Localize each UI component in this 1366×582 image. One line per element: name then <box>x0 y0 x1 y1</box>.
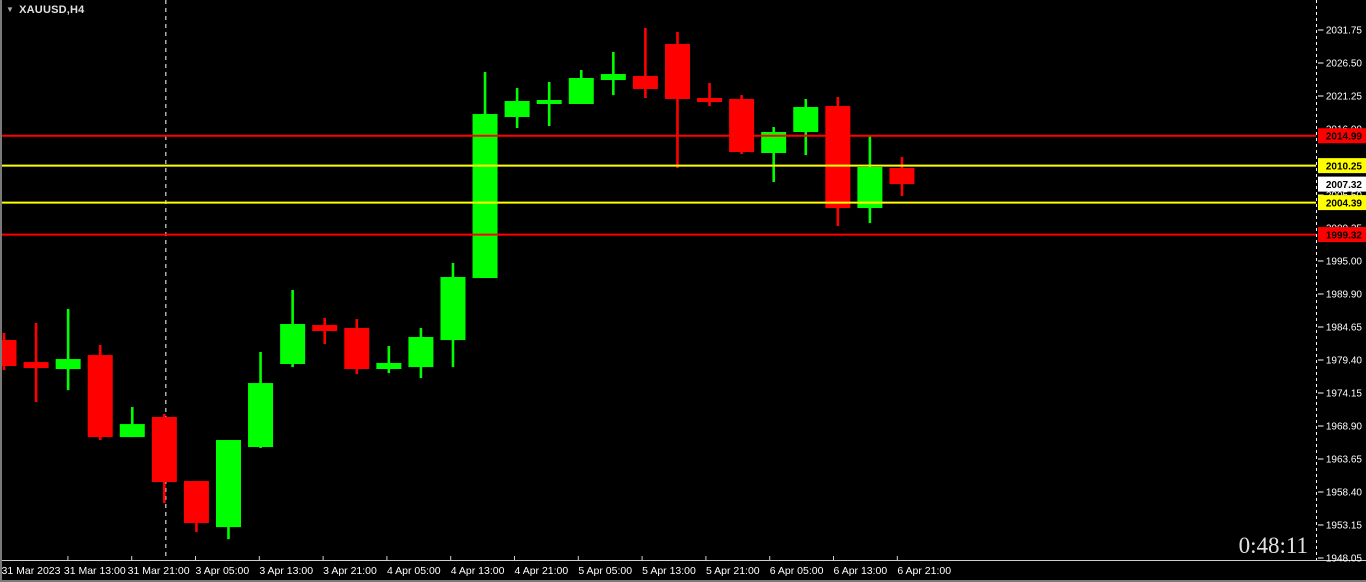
time-axis-label: 31 Mar 21:00 <box>128 565 190 577</box>
symbol-text: XAUUSD,H4 <box>19 4 85 16</box>
price-tick-label: 1974.15 <box>1326 389 1363 400</box>
time-axis-label: 5 Apr 21:00 <box>706 565 760 577</box>
price-tick-label: 2031.75 <box>1326 26 1363 37</box>
candle-body-up <box>857 167 883 209</box>
candle-body-up <box>55 359 81 370</box>
price-tick-label: 2021.25 <box>1326 92 1363 103</box>
price-tick-label: 1989.90 <box>1326 290 1363 301</box>
candle-body-up <box>504 101 530 117</box>
candle-body-down <box>632 75 658 89</box>
price-tick-label: 1984.65 <box>1326 323 1363 334</box>
candle-body-up <box>215 440 241 528</box>
candle-body-up <box>376 363 402 370</box>
price-badge-2010.25 <box>1318 158 1366 174</box>
candle-body-down <box>151 417 177 483</box>
time-axis-label: 31 Mar 2023 <box>2 565 61 577</box>
price-badge-2007.32 <box>1318 176 1366 192</box>
candle-body-up <box>440 277 466 341</box>
price-tick-label: 1995.00 <box>1326 257 1363 268</box>
price-tick-label: 1979.40 <box>1326 356 1363 367</box>
price-tick-label: 1968.90 <box>1326 422 1363 433</box>
time-axis-label: 3 Apr 05:00 <box>196 565 250 577</box>
candle-body-up <box>280 324 306 365</box>
candle-body-up <box>761 132 787 154</box>
time-axis-label: 5 Apr 05:00 <box>578 565 632 577</box>
candle-body-up <box>568 78 594 104</box>
candle-body-down <box>729 99 755 153</box>
price-badge-2004.39 <box>1318 195 1366 211</box>
candle-body-down <box>697 98 723 103</box>
time-axis-label: 4 Apr 13:00 <box>451 565 505 577</box>
price-tick-label: 1963.65 <box>1326 455 1363 466</box>
symbol-timeframe-label[interactable]: ▼ XAUUSD,H4 <box>6 4 85 16</box>
time-axis-label: 6 Apr 21:00 <box>897 565 951 577</box>
price-tick-label: 1948.05 <box>1326 554 1363 565</box>
candle-body-up <box>600 74 626 81</box>
candle-body-down <box>0 339 17 367</box>
time-axis-label: 5 Apr 13:00 <box>642 565 696 577</box>
window-left-border <box>0 0 2 582</box>
time-axis-label: 4 Apr 21:00 <box>515 565 569 577</box>
candle-body-up <box>119 424 145 438</box>
candle-body-up <box>793 107 819 133</box>
time-axis-label: 4 Apr 05:00 <box>387 565 441 577</box>
candle-body-down <box>183 481 209 524</box>
candle-body-up <box>248 383 274 448</box>
dropdown-triangle-icon: ▼ <box>6 5 15 14</box>
candle-countdown-timer: 0:48:11 <box>1238 533 1308 558</box>
price-badge-2014.99 <box>1318 128 1366 144</box>
price-tick-label: 1953.15 <box>1326 521 1363 532</box>
time-axis-label: 3 Apr 21:00 <box>323 565 377 577</box>
time-axis-label: 3 Apr 13:00 <box>259 565 313 577</box>
price-badge-1999.32 <box>1318 227 1366 243</box>
candle-body-down <box>889 168 915 185</box>
candle-body-down <box>23 362 49 369</box>
candle-body-down <box>87 355 113 438</box>
price-badge-label: 1999.32 <box>1326 231 1363 242</box>
price-badge-label: 2004.39 <box>1326 199 1363 210</box>
candle-body-down <box>312 325 338 332</box>
price-badge-label: 2014.99 <box>1326 132 1363 143</box>
price-badge-label: 2010.25 <box>1326 162 1363 173</box>
price-badge-label: 2007.32 <box>1326 180 1363 191</box>
window-bottom-border <box>0 580 1366 582</box>
candle-body-up <box>472 114 498 279</box>
time-axis-label: 6 Apr 05:00 <box>770 565 824 577</box>
candle-body-down <box>664 44 690 100</box>
time-axis-label: 6 Apr 13:00 <box>834 565 888 577</box>
price-tick-label: 2026.50 <box>1326 59 1363 70</box>
candle-body-up <box>408 337 434 368</box>
time-axis-label: 31 Mar 13:00 <box>64 565 126 577</box>
candle-body-down <box>344 327 370 370</box>
candle-body-up <box>536 100 562 104</box>
candle-body-down <box>825 106 851 209</box>
price-tick-label: 1958.40 <box>1326 488 1363 499</box>
